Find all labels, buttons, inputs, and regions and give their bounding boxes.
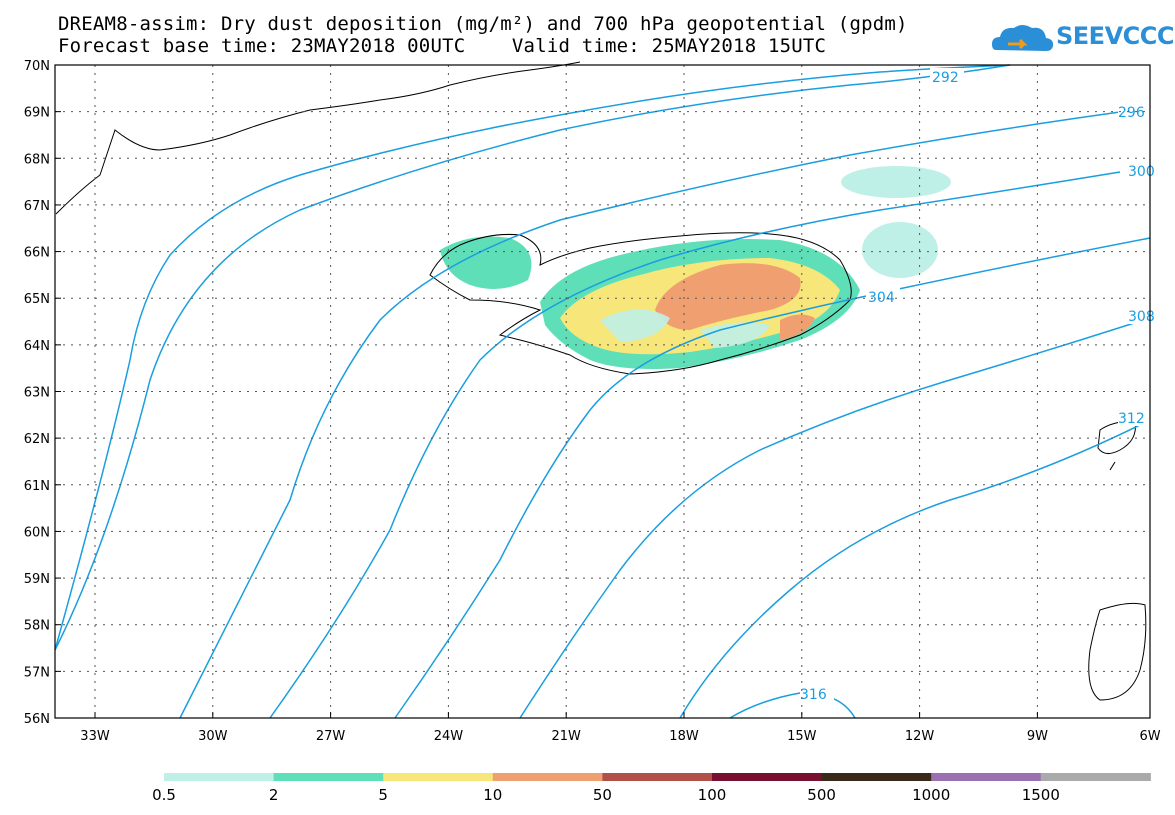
contour-label: 308: [1128, 309, 1155, 325]
contour-label: 316: [800, 687, 827, 703]
grid: [55, 65, 1150, 718]
legend-swatch: [602, 773, 713, 781]
lon-label: 15W: [787, 729, 817, 744]
lon-label: 9W: [1027, 729, 1048, 744]
legend-label: 50: [592, 786, 612, 804]
legend-label: 0.5: [152, 786, 176, 804]
lon-labels: 33W 30W 27W 24W 21W 18W 15W 12W 9W 6W: [80, 712, 1161, 744]
legend-label: 100: [697, 786, 727, 804]
dust-field: [440, 166, 951, 369]
lat-label: 61N: [24, 479, 50, 494]
legend-label: 1000: [912, 786, 951, 804]
lat-label: 66N: [24, 246, 50, 261]
legend-swatch: [383, 773, 494, 781]
map-title: DREAM8-assim: Dry dust deposition (mg/m²…: [58, 13, 908, 35]
lat-label: 65N: [24, 292, 50, 307]
lon-label: 18W: [669, 729, 699, 744]
legend-swatch: [931, 773, 1042, 781]
lat-label: 69N: [24, 106, 50, 121]
legend-swatch: [164, 773, 275, 781]
lat-label: 68N: [24, 152, 50, 167]
lon-label: 12W: [905, 729, 935, 744]
legend-swatch: [492, 773, 603, 781]
lat-label: 57N: [24, 665, 50, 680]
lat-label: 67N: [24, 199, 50, 214]
legend-label: 1500: [1021, 786, 1060, 804]
lat-label: 58N: [24, 619, 50, 634]
contour-label: 312: [1118, 411, 1145, 427]
logo-text: SEEVCCC: [1056, 22, 1175, 50]
lat-labels: 70N 69N 68N 67N 66N 65N 64N 63N 62N 61N 60N 59N 58N 5…: [24, 59, 61, 727]
lon-label: 33W: [80, 729, 110, 744]
lon-label: 30W: [198, 729, 228, 744]
lat-label: 60N: [24, 525, 50, 540]
contour-label: 292: [932, 70, 959, 86]
lat-label: 70N: [24, 59, 50, 74]
legend-label: 10: [483, 786, 503, 804]
lon-label: 21W: [551, 729, 581, 744]
cloud-logo-icon: [992, 25, 1054, 51]
lon-label: 27W: [316, 729, 346, 744]
lat-label: 62N: [24, 432, 50, 447]
contour-label: 296: [1118, 105, 1145, 121]
lat-label: 56N: [24, 712, 50, 727]
legend-label: 2: [268, 786, 279, 804]
legend-label: 5: [378, 786, 388, 804]
contour-labels: 292 296 300 304 308 312 316: [800, 68, 1155, 703]
legend-swatch: [273, 773, 384, 781]
legend-colorbar: [164, 773, 1151, 781]
coastline: [55, 61, 1147, 701]
map-frame: [54, 64, 1151, 719]
map-subtitle: Forecast base time: 23MAY2018 00UTC Vali…: [58, 35, 827, 57]
legend-swatch: [821, 773, 932, 781]
legend-label: 500: [807, 786, 836, 804]
geopotential-contours: [54, 64, 1151, 719]
contour-label: 304: [868, 290, 895, 306]
lat-label: 64N: [24, 339, 50, 354]
contour-label: 300: [1128, 164, 1155, 180]
lon-label: 6W: [1139, 729, 1160, 744]
lat-label: 59N: [24, 572, 50, 587]
legend-swatch: [1040, 773, 1151, 781]
legend-swatch: [712, 773, 823, 781]
lat-label: 63N: [24, 386, 50, 401]
lon-label: 24W: [434, 729, 464, 744]
